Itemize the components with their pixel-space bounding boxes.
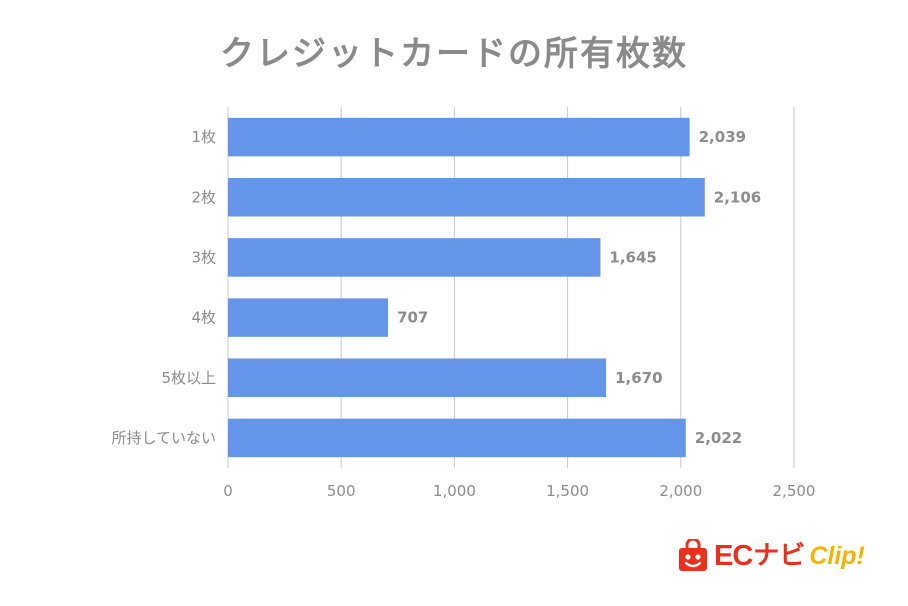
category-label: 5枚以上 (161, 369, 216, 387)
x-tick-label: 2,500 (773, 482, 816, 500)
logo-ec-text: EC (714, 539, 753, 572)
gridlines (227, 107, 795, 468)
bar (228, 238, 601, 277)
category-label: 3枚 (191, 248, 216, 266)
bar (228, 117, 690, 157)
category-label: 1枚 (191, 128, 216, 146)
bar (228, 418, 686, 458)
category-label: 4枚 (191, 309, 216, 327)
x-tick-label: 2,000 (659, 482, 702, 500)
data-label: 1,670 (615, 369, 662, 387)
bar (228, 358, 607, 398)
data-labels: 2,039 2,106 1,645 707 1,670 2,022 (397, 128, 761, 447)
x-tick-label: 1,500 (546, 482, 589, 500)
bar (228, 177, 705, 217)
shopping-bag-icon (679, 539, 707, 571)
x-tick-label: 500 (327, 482, 356, 500)
category-label: 所持していない (111, 429, 216, 447)
category-label: 2枚 (191, 188, 216, 206)
ecnavi-clip-logo: EC ナビ Clip! (676, 536, 865, 576)
x-tick-label: 1,000 (433, 482, 476, 500)
data-label: 707 (397, 309, 428, 327)
bar (228, 298, 389, 337)
data-label: 1,645 (609, 248, 656, 266)
bars (228, 117, 705, 458)
data-label: 2,106 (714, 188, 761, 206)
logo-navi-text: ナビ (753, 541, 806, 571)
data-label: 2,039 (699, 128, 746, 146)
x-axis: 0 500 1,000 1,500 2,000 2,500 (223, 482, 815, 500)
data-label: 2,022 (695, 429, 742, 447)
chart-title: クレジットカードの所有枚数 (220, 34, 688, 74)
x-tick-label: 0 (223, 482, 233, 500)
logo-clip-text: Clip! (809, 541, 865, 570)
